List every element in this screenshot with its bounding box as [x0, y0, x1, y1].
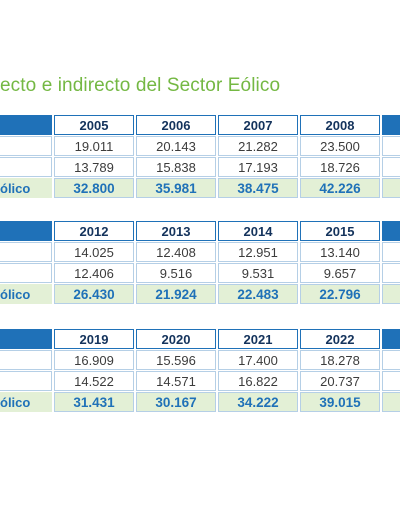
row-label-cell — [0, 263, 52, 283]
tail-cell — [382, 284, 400, 304]
value-cell: 21.282 — [218, 136, 298, 156]
total-row: ólico 31.431 30.167 34.222 39.015 — [0, 392, 400, 412]
total-value-cell: 30.167 — [136, 392, 216, 412]
total-value-cell: 22.796 — [300, 284, 380, 304]
table-row: 19.011 20.143 21.282 23.500 — [0, 136, 400, 156]
total-value-cell: 31.431 — [54, 392, 134, 412]
value-cell: 9.531 — [218, 263, 298, 283]
value-cell: 12.951 — [218, 242, 298, 262]
total-value-cell: 32.800 — [54, 178, 134, 198]
tail-cell — [382, 157, 400, 177]
row-label-cell — [0, 242, 52, 262]
year-cell: 2020 — [136, 329, 216, 349]
value-cell: 14.025 — [54, 242, 134, 262]
total-row: ólico 32.800 35.981 38.475 42.226 — [0, 178, 400, 198]
header-tail-cell — [382, 329, 400, 349]
value-cell: 18.278 — [300, 350, 380, 370]
total-value-cell: 26.430 — [54, 284, 134, 304]
row-label-cell — [0, 350, 52, 370]
table-row: 14.025 12.408 12.951 13.140 — [0, 242, 400, 262]
header-label-cell — [0, 221, 52, 241]
table-row: 13.789 15.838 17.193 18.726 — [0, 157, 400, 177]
year-header-row: 2012 2013 2014 2015 — [0, 221, 400, 241]
value-cell: 17.193 — [218, 157, 298, 177]
value-cell: 15.596 — [136, 350, 216, 370]
header-tail-cell — [382, 221, 400, 241]
total-label: ólico — [0, 392, 52, 412]
year-cell: 2007 — [218, 115, 298, 135]
year-cell: 2005 — [54, 115, 134, 135]
year-cell: 2015 — [300, 221, 380, 241]
year-header-row: 2005 2006 2007 2008 — [0, 115, 400, 135]
value-cell: 17.400 — [218, 350, 298, 370]
total-value-cell: 34.222 — [218, 392, 298, 412]
value-cell: 20.143 — [136, 136, 216, 156]
tail-cell — [382, 392, 400, 412]
year-cell: 2019 — [54, 329, 134, 349]
value-cell: 14.522 — [54, 371, 134, 391]
year-cell: 2008 — [300, 115, 380, 135]
total-value-cell: 21.924 — [136, 284, 216, 304]
total-value-cell: 35.981 — [136, 178, 216, 198]
table-row: 14.522 14.571 16.822 20.737 — [0, 371, 400, 391]
year-cell: 2012 — [54, 221, 134, 241]
employment-table-2: 2012 2013 2014 2015 14.025 12.408 12.951… — [0, 220, 400, 305]
year-header-row: 2019 2020 2021 2022 — [0, 329, 400, 349]
value-cell: 9.657 — [300, 263, 380, 283]
value-cell: 15.838 — [136, 157, 216, 177]
page-title: ecto e indirecto del Sector Eólico — [0, 75, 281, 96]
total-label: ólico — [0, 178, 52, 198]
value-cell: 9.516 — [136, 263, 216, 283]
year-cell: 2013 — [136, 221, 216, 241]
year-cell: 2022 — [300, 329, 380, 349]
value-cell: 14.571 — [136, 371, 216, 391]
value-cell: 12.406 — [54, 263, 134, 283]
table-row: 12.406 9.516 9.531 9.657 — [0, 263, 400, 283]
tail-cell — [382, 371, 400, 391]
value-cell: 20.737 — [300, 371, 380, 391]
year-cell: 2006 — [136, 115, 216, 135]
header-label-cell — [0, 329, 52, 349]
total-label: ólico — [0, 284, 52, 304]
tail-cell — [382, 136, 400, 156]
value-cell: 12.408 — [136, 242, 216, 262]
employment-table-3: 2019 2020 2021 2022 16.909 15.596 17.400… — [0, 328, 400, 413]
value-cell: 13.140 — [300, 242, 380, 262]
total-value-cell: 38.475 — [218, 178, 298, 198]
table-row: 16.909 15.596 17.400 18.278 — [0, 350, 400, 370]
row-label-cell — [0, 371, 52, 391]
header-tail-cell — [382, 115, 400, 135]
total-value-cell: 42.226 — [300, 178, 380, 198]
row-label-cell — [0, 157, 52, 177]
value-cell: 16.909 — [54, 350, 134, 370]
tail-cell — [382, 178, 400, 198]
total-row: ólico 26.430 21.924 22.483 22.796 — [0, 284, 400, 304]
value-cell: 18.726 — [300, 157, 380, 177]
header-label-cell — [0, 115, 52, 135]
value-cell: 16.822 — [218, 371, 298, 391]
total-value-cell: 39.015 — [300, 392, 380, 412]
total-value-cell: 22.483 — [218, 284, 298, 304]
year-cell: 2021 — [218, 329, 298, 349]
value-cell: 23.500 — [300, 136, 380, 156]
value-cell: 19.011 — [54, 136, 134, 156]
employment-table-1: 2005 2006 2007 2008 19.011 20.143 21.282… — [0, 114, 400, 199]
value-cell: 13.789 — [54, 157, 134, 177]
tail-cell — [382, 242, 400, 262]
row-label-cell — [0, 136, 52, 156]
year-cell: 2014 — [218, 221, 298, 241]
tail-cell — [382, 350, 400, 370]
tail-cell — [382, 263, 400, 283]
